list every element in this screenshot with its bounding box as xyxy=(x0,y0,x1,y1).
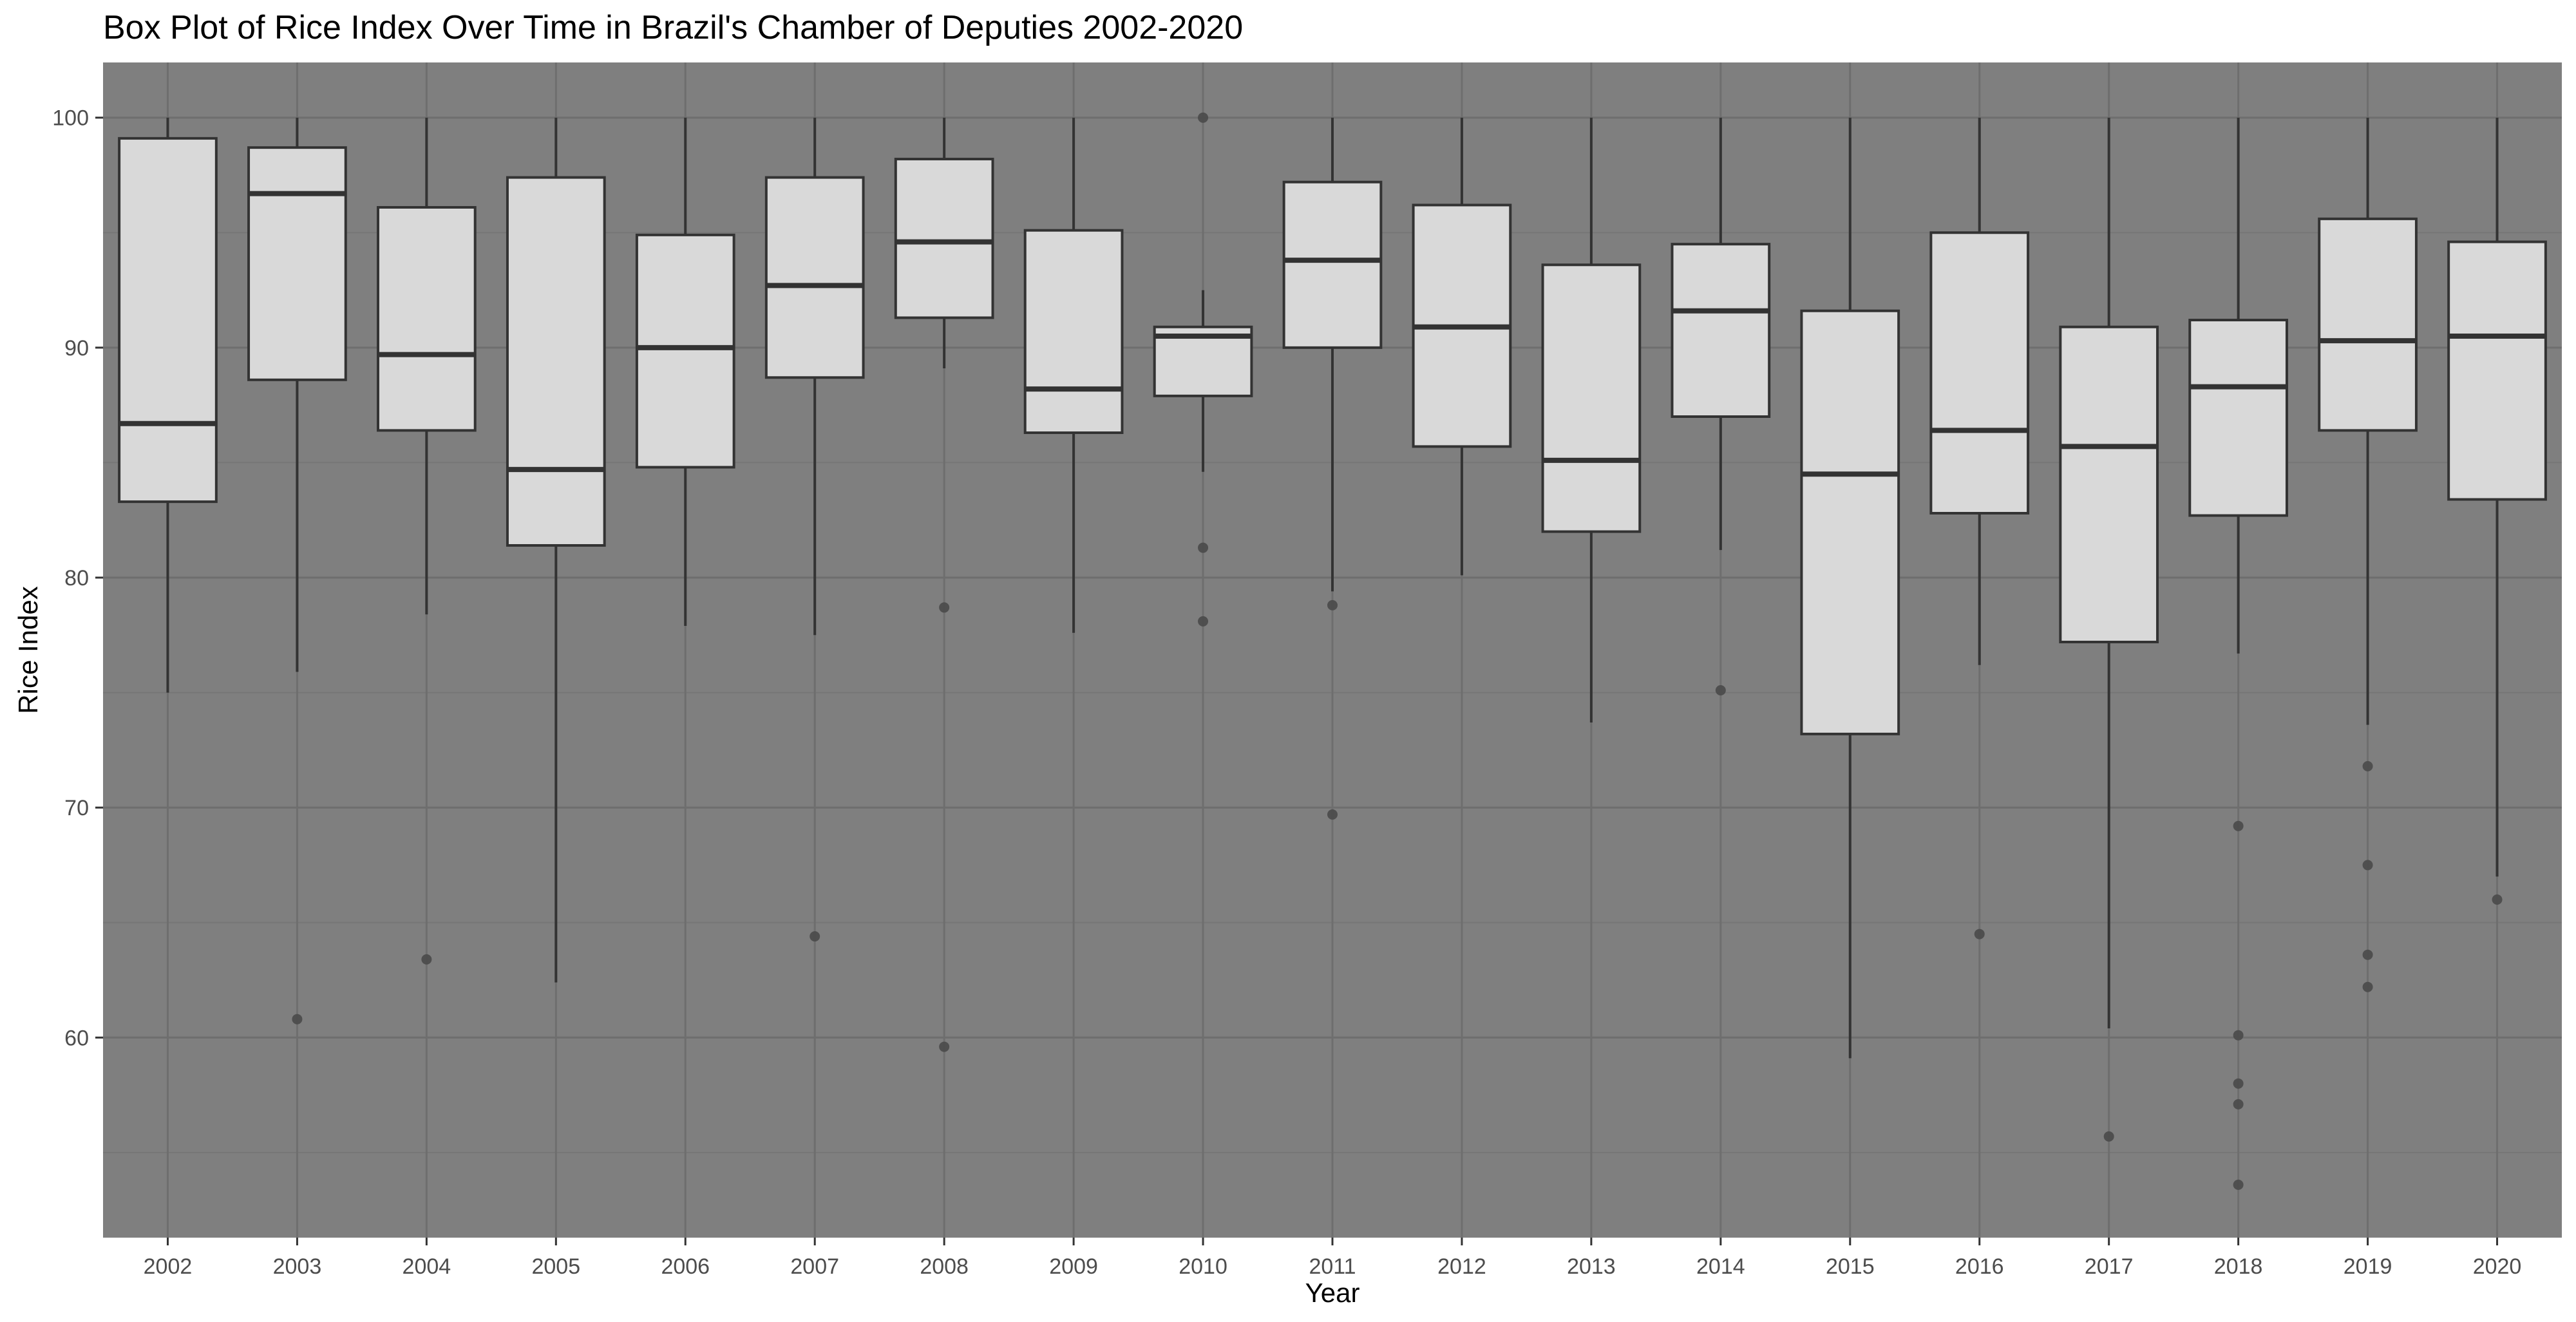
iqr-box xyxy=(1800,309,1900,735)
outlier-point xyxy=(2362,760,2373,771)
outlier-point xyxy=(1974,929,1985,940)
iqr-box xyxy=(247,146,347,381)
box-marks xyxy=(118,112,2547,1190)
outlier-point xyxy=(2233,1179,2244,1190)
x-tick-label: 2007 xyxy=(790,1254,839,1279)
iqr-box xyxy=(1541,263,1642,533)
y-tick-label: 100 xyxy=(52,106,89,131)
iqr-box xyxy=(1023,229,1124,434)
x-axis: 2002 2003 2004 2005 2006 2007 2008 2009 2010 2011… xyxy=(144,1238,2522,1279)
x-tick-label: 2012 xyxy=(1437,1254,1486,1279)
outlier-point xyxy=(292,1014,303,1025)
outlier-point xyxy=(939,1041,950,1052)
box-2004 xyxy=(377,117,477,965)
iqr-box xyxy=(377,206,477,432)
x-tick-label: 2008 xyxy=(920,1254,969,1279)
iqr-box xyxy=(764,176,865,379)
iqr-box xyxy=(1671,243,1771,418)
x-tick-label: 2014 xyxy=(1696,1254,1745,1279)
iqr-box xyxy=(894,158,994,319)
box-2019 xyxy=(2318,117,2418,992)
outlier-point xyxy=(2362,949,2373,960)
outlier-point xyxy=(2233,820,2244,831)
box-2013 xyxy=(1541,117,1642,722)
outlier-point xyxy=(2233,1030,2244,1041)
box-2002 xyxy=(118,117,218,693)
x-tick-label: 2015 xyxy=(1826,1254,1875,1279)
box-2008 xyxy=(894,117,994,1052)
box-2018 xyxy=(2188,117,2288,1190)
x-tick-label: 2004 xyxy=(402,1254,451,1279)
x-tick-label: 2016 xyxy=(1955,1254,2004,1279)
box-2005 xyxy=(506,117,606,983)
iqr-box xyxy=(118,137,218,504)
outlier-point xyxy=(2362,860,2373,871)
y-tick-label: 80 xyxy=(64,566,89,590)
x-tick-label: 2019 xyxy=(2344,1254,2392,1279)
x-tick-label: 2010 xyxy=(1179,1254,1227,1279)
box-2015 xyxy=(1800,117,1900,1059)
x-tick-label: 2020 xyxy=(2473,1254,2522,1279)
outlier-point xyxy=(2233,1078,2244,1089)
outlier-point xyxy=(1198,112,1209,123)
outlier-point xyxy=(1327,809,1338,820)
outlier-point xyxy=(421,954,432,965)
iqr-box xyxy=(2318,217,2418,432)
x-axis-title: Year xyxy=(1305,1278,1360,1308)
outlier-point xyxy=(939,602,950,613)
iqr-box xyxy=(506,176,606,547)
x-tick-label: 2011 xyxy=(1309,1254,1356,1279)
x-tick-label: 2017 xyxy=(2085,1254,2134,1279)
box-2012 xyxy=(1412,117,1512,576)
x-tick-label: 2002 xyxy=(144,1254,193,1279)
box-2010 xyxy=(1153,112,1253,627)
outlier-point xyxy=(2492,894,2503,905)
iqr-box xyxy=(2059,325,2159,643)
box-2009 xyxy=(1023,117,1124,633)
iqr-box xyxy=(1929,231,2030,515)
outlier-point xyxy=(1327,600,1338,610)
x-tick-label: 2018 xyxy=(2214,1254,2263,1279)
outlier-point xyxy=(1198,616,1209,627)
x-tick-label: 2009 xyxy=(1049,1254,1098,1279)
iqr-box xyxy=(2447,240,2547,501)
x-tick-label: 2013 xyxy=(1567,1254,1616,1279)
x-tick-label: 2003 xyxy=(273,1254,322,1279)
iqr-box xyxy=(635,233,735,469)
y-tick-label: 90 xyxy=(64,336,89,361)
box-2014 xyxy=(1671,117,1771,695)
box-2011 xyxy=(1282,117,1383,820)
iqr-box xyxy=(1282,180,1383,349)
box-2020 xyxy=(2447,117,2547,905)
y-tick-label: 70 xyxy=(64,796,89,820)
outlier-point xyxy=(2103,1131,2114,1142)
box-2003 xyxy=(247,117,347,1025)
box-2007 xyxy=(764,117,865,942)
x-tick-label: 2006 xyxy=(661,1254,710,1279)
box-2017 xyxy=(2059,117,2159,1142)
outlier-point xyxy=(1715,685,1726,695)
y-axis-title: Rice Index xyxy=(13,586,43,713)
box-2006 xyxy=(635,117,735,626)
outlier-point xyxy=(810,931,820,942)
outlier-point xyxy=(1198,542,1209,553)
y-axis: 60 70 80 90 100 xyxy=(52,106,103,1050)
x-tick-label: 2005 xyxy=(531,1254,580,1279)
box-2016 xyxy=(1929,117,2030,940)
outlier-point xyxy=(2233,1099,2244,1110)
outlier-point xyxy=(2362,981,2373,992)
chart-title: Box Plot of Rice Index Over Time in Braz… xyxy=(103,9,1243,46)
iqr-box xyxy=(2188,319,2288,517)
y-tick-label: 60 xyxy=(64,1026,89,1050)
